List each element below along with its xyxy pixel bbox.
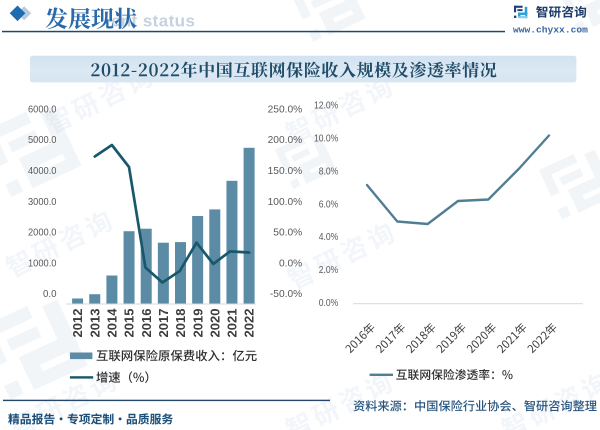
svg-text:2017: 2017 bbox=[156, 309, 171, 338]
svg-text:6.0%: 6.0% bbox=[319, 199, 339, 210]
svg-text:0.0%: 0.0% bbox=[319, 298, 339, 309]
svg-text:200.0%: 200.0% bbox=[268, 135, 303, 146]
svg-text:2015: 2015 bbox=[122, 309, 137, 338]
svg-text:3000.0: 3000.0 bbox=[28, 197, 57, 208]
svg-text:2019: 2019 bbox=[190, 309, 205, 338]
svg-text:10.0%: 10.0% bbox=[314, 134, 338, 145]
svg-text:6000.0: 6000.0 bbox=[28, 104, 57, 115]
svg-text:4.0%: 4.0% bbox=[319, 232, 339, 243]
svg-text:5000.0: 5000.0 bbox=[28, 135, 57, 146]
svg-text:4000.0: 4000.0 bbox=[28, 166, 57, 177]
svg-text:0.0: 0.0 bbox=[43, 289, 57, 300]
svg-text:2020: 2020 bbox=[207, 309, 222, 338]
svg-text:8.0%: 8.0% bbox=[319, 166, 339, 177]
svg-text:0.0%: 0.0% bbox=[279, 258, 302, 269]
svg-text:2014: 2014 bbox=[105, 308, 120, 338]
svg-text:2018: 2018 bbox=[173, 309, 188, 338]
svg-text:2000.0: 2000.0 bbox=[28, 228, 57, 239]
svg-text:2013: 2013 bbox=[87, 309, 102, 338]
svg-text:12.0%: 12.0% bbox=[314, 101, 338, 112]
svg-text:-50.0%: -50.0% bbox=[270, 289, 302, 300]
svg-text:2.0%: 2.0% bbox=[319, 265, 339, 276]
svg-text:2012: 2012 bbox=[70, 309, 85, 338]
svg-text:250.0%: 250.0% bbox=[268, 104, 303, 115]
svg-text:2016: 2016 bbox=[139, 309, 154, 338]
svg-text:100.0%: 100.0% bbox=[268, 197, 303, 208]
svg-text:2021: 2021 bbox=[225, 309, 240, 338]
svg-text:2022: 2022 bbox=[242, 309, 257, 338]
svg-text:www.chyxx.com: www.chyxx.com bbox=[513, 25, 588, 36]
svg-text:150.0%: 150.0% bbox=[268, 166, 303, 177]
svg-text:50.0%: 50.0% bbox=[273, 228, 302, 239]
svg-text:1000.0: 1000.0 bbox=[28, 258, 57, 269]
